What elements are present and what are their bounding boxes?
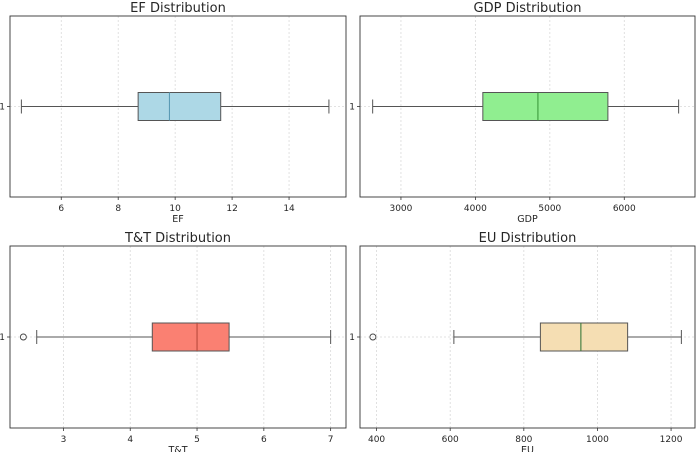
x-tick-label: 14 <box>283 204 295 214</box>
x-axis-label: GDP <box>517 214 538 225</box>
x-tick-label: 600 <box>442 435 459 445</box>
x-tick-label: 5 <box>194 435 200 445</box>
outlier-point <box>19 333 27 341</box>
box-iqr <box>482 92 609 121</box>
x-tick-label: 10 <box>169 204 181 214</box>
x-axis-label: EU <box>521 445 534 452</box>
y-tick-label: 1 <box>0 103 5 113</box>
x-tick-label: 8 <box>115 204 121 214</box>
chart-panel-4: 400 600 800 1000 1200 1 EU Distribution EU <box>349 231 696 452</box>
x-tick-label: 12 <box>226 204 237 214</box>
x-tick-label: 6 <box>261 435 267 445</box>
panel-title: GDP Distribution <box>474 1 582 16</box>
x-tick-label: 5000 <box>538 204 561 214</box>
box-iqr <box>539 322 629 352</box>
x-tick-label: 6000 <box>613 204 636 214</box>
x-tick-label: 4000 <box>464 204 487 214</box>
y-tick-label: 1 <box>0 333 5 343</box>
x-tick-label: 1200 <box>660 435 683 445</box>
x-tick-label: 400 <box>368 435 385 445</box>
panel-title: EF Distribution <box>130 1 226 16</box>
box-iqr <box>151 322 230 352</box>
chart-panel-2: 3000 4000 5000 6000 1 GDP Distribution GDP <box>349 1 696 225</box>
box-iqr <box>137 92 222 121</box>
chart-panel-1: 6 8 10 12 14 1 EF Distribution EF <box>0 1 347 225</box>
x-tick-label: 4 <box>127 435 133 445</box>
x-tick-label: 800 <box>515 435 532 445</box>
x-axis-label: T&T <box>167 445 187 452</box>
y-tick-label: 1 <box>349 103 355 113</box>
x-tick-label: 1000 <box>586 435 609 445</box>
panel-title: EU Distribution <box>479 231 577 246</box>
y-tick-label: 1 <box>349 333 355 343</box>
x-tick-label: 7 <box>328 435 334 445</box>
panel-title: T&T Distribution <box>124 231 231 246</box>
x-tick-label: 3000 <box>389 204 412 214</box>
x-axis-label: EF <box>172 214 183 225</box>
x-tick-label: 6 <box>58 204 64 214</box>
x-tick-label: 3 <box>61 435 67 445</box>
chart-panel-3: 3 4 5 6 7 1 T&T Distribution T&T <box>0 231 347 452</box>
outlier-point <box>369 333 377 341</box>
